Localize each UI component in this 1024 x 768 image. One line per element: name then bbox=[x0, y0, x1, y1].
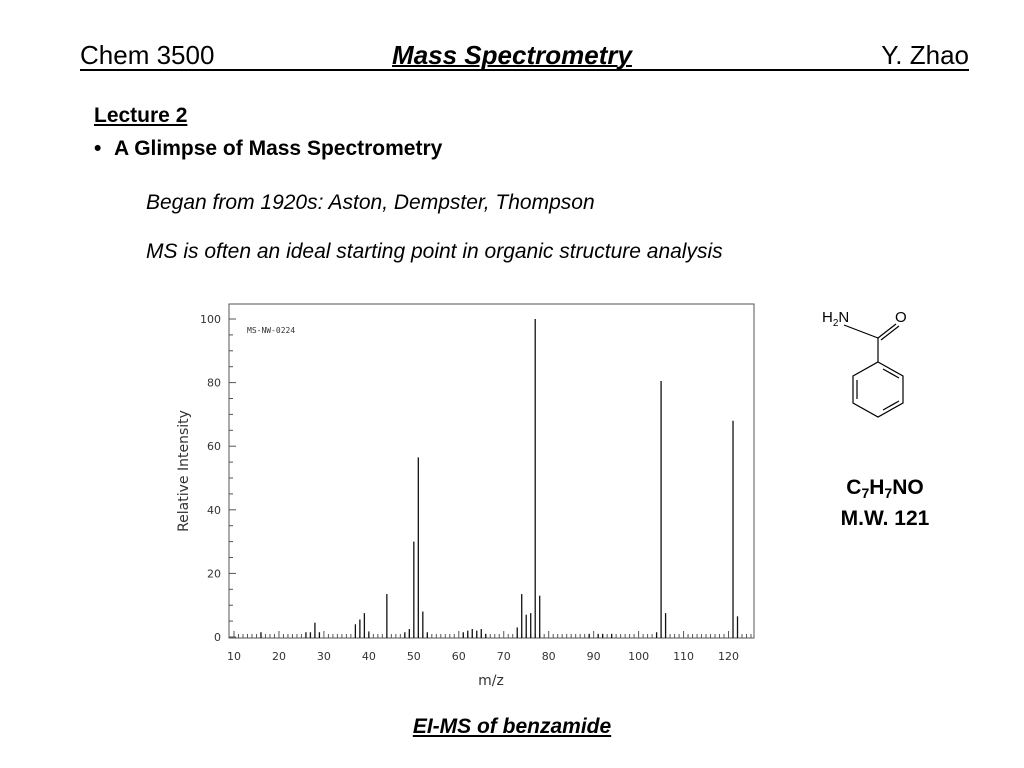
x-tick-label: 90 bbox=[587, 650, 601, 663]
y-tick-label: 80 bbox=[207, 377, 221, 390]
x-tick-label: 70 bbox=[497, 650, 511, 663]
y-tick-label: 0 bbox=[214, 631, 221, 644]
molecular-formula: C7H7NO bbox=[846, 476, 924, 501]
header-divider bbox=[80, 69, 969, 71]
benzamide-structure: H2N O bbox=[822, 309, 907, 418]
x-tick-label: 60 bbox=[452, 650, 466, 663]
x-axis-label: m/z bbox=[478, 673, 504, 689]
x-tick-label: 110 bbox=[673, 650, 694, 663]
bullet-text: A Glimpse of Mass Spectrometry bbox=[114, 137, 443, 160]
x-tick-label: 30 bbox=[317, 650, 331, 663]
x-tick-label: 40 bbox=[362, 650, 376, 663]
x-tick-label: 80 bbox=[542, 650, 556, 663]
mass-spectrum-chart: MS-NW-0224 10 20 30 40 50 60 70 80 90 100 110 120 0 2… bbox=[176, 303, 755, 689]
axis-ticks bbox=[229, 318, 752, 638]
bullet-icon: • bbox=[94, 137, 102, 160]
molecular-weight: M.W. 121 bbox=[840, 507, 930, 530]
chart-caption: EI-MS of benzamide bbox=[412, 715, 612, 738]
y-tick-label: 60 bbox=[207, 440, 221, 453]
spectrum-id-label: MS-NW-0224 bbox=[247, 326, 295, 335]
x-tick-label: 10 bbox=[227, 650, 241, 663]
x-tick-label: 50 bbox=[407, 650, 421, 663]
plot-frame bbox=[228, 303, 755, 639]
x-tick-label: 120 bbox=[718, 650, 739, 663]
y-tick-label: 20 bbox=[207, 567, 221, 580]
bullet-item: • A Glimpse of Mass Spectrometry bbox=[94, 137, 442, 161]
x-tick-label: 20 bbox=[272, 650, 286, 663]
slide-title: Mass Spectrometry bbox=[392, 40, 632, 70]
oxygen-label: O bbox=[895, 309, 907, 326]
analysis-line: MS is often an ideal starting point in o… bbox=[146, 240, 723, 263]
tick-labels: 10 20 30 40 50 60 70 80 90 100 110 120 0 20 40 60 80 100 bbox=[200, 313, 739, 663]
y-axis-label: Relative Intensity bbox=[176, 410, 192, 532]
history-line: Began from 1920s: Aston, Dempster, Thomp… bbox=[146, 191, 595, 214]
y-tick-label: 100 bbox=[200, 313, 221, 326]
y-tick-label: 40 bbox=[207, 504, 221, 517]
course-title: Chem 3500 bbox=[80, 40, 215, 70]
author-name: Y. Zhao bbox=[881, 40, 969, 70]
amide-group-label: H2N bbox=[822, 309, 849, 329]
x-tick-label: 100 bbox=[628, 650, 649, 663]
peak-series bbox=[260, 319, 739, 638]
lecture-heading: Lecture 2 bbox=[94, 104, 188, 127]
